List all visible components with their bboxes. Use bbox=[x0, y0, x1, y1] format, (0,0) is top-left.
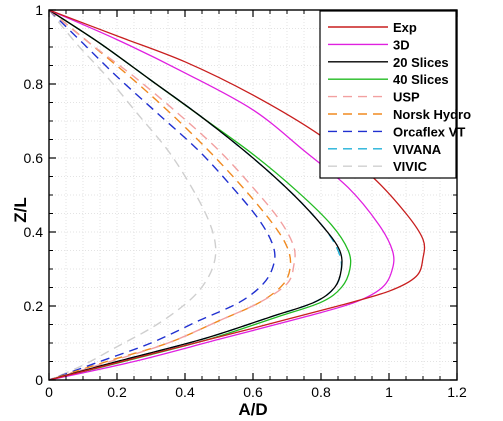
legend-label-usp: USP bbox=[393, 90, 420, 105]
y-tick-label: 0 bbox=[35, 372, 43, 388]
legend: Exp 3D 20 Slices 40 Slices USP Norsk Hydro Orc… bbox=[319, 10, 471, 179]
series-line-20-slices bbox=[48, 9, 343, 381]
legend-label-vivic: VIVIC bbox=[393, 159, 428, 174]
y-tick-label: 0.6 bbox=[24, 150, 44, 166]
x-tick-label: 0.4 bbox=[175, 384, 195, 400]
series-line-vivic bbox=[48, 9, 217, 381]
x-tick-label: 0.2 bbox=[107, 384, 127, 400]
series-line-norsk-hydro bbox=[48, 9, 292, 381]
x-tick-label: 1 bbox=[385, 384, 393, 400]
x-tick-label: 0.8 bbox=[311, 384, 331, 400]
legend-label-norsk-hydro: Norsk Hydro bbox=[393, 107, 471, 122]
y-tick-label: 0.8 bbox=[24, 76, 44, 92]
x-tick-label: 0 bbox=[45, 384, 53, 400]
x-tick-label: 0.6 bbox=[243, 384, 263, 400]
legend-label-40-slices: 40 Slices bbox=[393, 72, 449, 87]
series-line-vivana bbox=[48, 9, 343, 381]
series-line-usp bbox=[48, 9, 296, 381]
legend-label-3d: 3D bbox=[393, 37, 410, 52]
y-tick-label: 1 bbox=[35, 2, 43, 18]
y-tick-label: 0.4 bbox=[24, 224, 44, 240]
x-axis-title: A/D bbox=[238, 400, 267, 419]
legend-label-exp: Exp bbox=[393, 20, 417, 35]
series-line-3d bbox=[48, 9, 395, 381]
legend-label-vivana: VIVANA bbox=[393, 142, 442, 157]
y-axis-title: Z/L bbox=[11, 197, 30, 223]
series-line-orcaflex-vt bbox=[48, 9, 276, 381]
series-line-exp bbox=[48, 9, 426, 381]
legend-box bbox=[319, 10, 457, 179]
y-tick-label: 0.2 bbox=[24, 298, 44, 314]
x-tick-label: 1.2 bbox=[447, 384, 467, 400]
legend-label-20-slices: 20 Slices bbox=[393, 55, 449, 70]
plot-lines bbox=[48, 9, 426, 381]
legend-label-orcaflex-vt: Orcaflex VT bbox=[393, 124, 465, 139]
